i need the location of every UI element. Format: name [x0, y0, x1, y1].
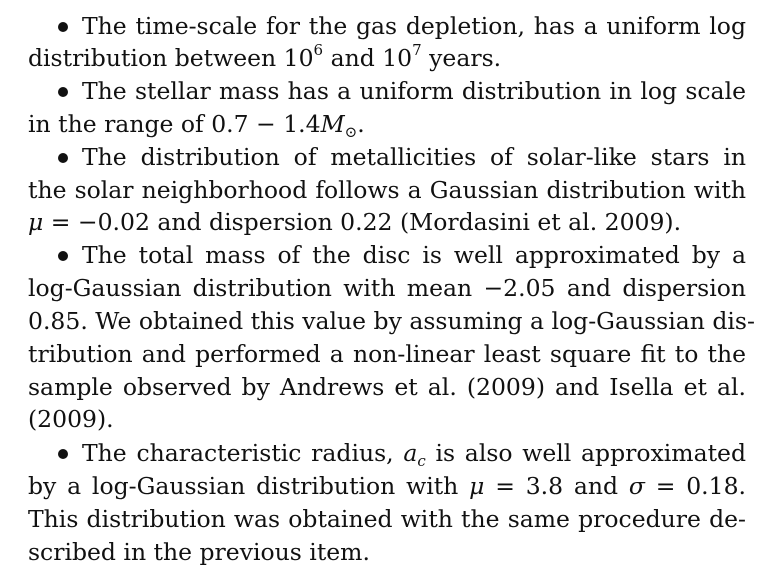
bullet-item-5-line-2: by a log-Gaussian distribution with μ = … — [28, 470, 746, 502]
bullet-icon — [58, 250, 68, 261]
text-span: = 0.18. — [644, 472, 746, 500]
bullet-icon — [58, 21, 68, 32]
text-span: (2009). — [28, 405, 114, 433]
text-span: and 10 — [323, 44, 413, 72]
bullet-item-4-line-1: The total mass of the disc is well appro… — [28, 239, 746, 271]
bullet-icon — [58, 86, 68, 97]
text-span: The total mass of the disc is well appro… — [82, 241, 746, 269]
text-span: 0.85. We obtained this value by assuming… — [28, 307, 755, 335]
text-span: scribed in the previous item. — [28, 538, 370, 566]
bullet-item-4-line-2: log-Gaussian distribution with mean −2.0… — [28, 272, 746, 304]
text-span: = −0.02 and dispersion 0.22 (Mordasini e… — [43, 208, 682, 236]
text-span: The characteristic radius, — [82, 439, 404, 467]
text-span: This distribution was obtained with the … — [28, 505, 746, 533]
math-symbol: σ — [628, 472, 645, 500]
text-span: tribution and performed a non-linear lea… — [28, 340, 746, 368]
bullet-item-1-line-2: distribution between 106 and 107 years. — [28, 42, 501, 74]
bullet-item-5-line-3: This distribution was obtained with the … — [28, 503, 746, 535]
bullet-item-4-line-5: sample observed by Andrews et al. (2009)… — [28, 371, 746, 403]
text-span: years. — [421, 44, 502, 72]
text-span: the solar neighborhood follows a Gaussia… — [28, 176, 746, 204]
bullet-item-2-line-1: The stellar mass has a uniform distribut… — [28, 75, 746, 107]
text-span: The stellar mass has a uniform distribut… — [82, 77, 746, 105]
bullet-item-1-line-1: The time-scale for the gas depletion, ha… — [28, 10, 746, 42]
superscript: 7 — [412, 41, 422, 59]
bullet-item-4-line-3: 0.85. We obtained this value by assuming… — [28, 305, 755, 337]
text-span: is also well approximated — [425, 439, 747, 467]
bullet-item-5-line-1: The characteristic radius, ac is also we… — [28, 437, 746, 469]
bullet-icon — [58, 152, 68, 163]
text-span: in the range of 0.7 − 1.4 — [28, 110, 321, 138]
bullet-item-2-line-2: in the range of 0.7 − 1.4M⊙. — [28, 108, 365, 140]
bullet-item-3-line-1: The distribution of metallicities of sol… — [28, 141, 746, 173]
math-symbol: μ — [28, 208, 44, 236]
text-span: = 3.8 and — [484, 472, 629, 500]
bullet-item-3-line-3: μ = −0.02 and dispersion 0.22 (Mordasini… — [28, 206, 681, 238]
text-span: log-Gaussian distribution with mean −2.0… — [28, 274, 746, 302]
bullet-item-4-line-6: (2009). — [28, 403, 114, 435]
bullet-item-5-line-4: scribed in the previous item. — [28, 536, 370, 568]
bullet-item-3-line-2: the solar neighborhood follows a Gaussia… — [28, 174, 746, 206]
superscript: 6 — [313, 41, 324, 59]
math-subscript: c — [417, 452, 426, 470]
math-symbol: μ — [469, 472, 485, 500]
math-symbol: M — [320, 110, 345, 138]
solar-subscript: ⊙ — [344, 123, 358, 141]
bullet-item-4-line-4: tribution and performed a non-linear lea… — [28, 338, 746, 370]
text-span: by a log-Gaussian distribution with — [28, 472, 470, 500]
text-span: sample observed by Andrews et al. (2009)… — [28, 373, 746, 401]
bullet-icon — [58, 448, 68, 459]
text-span: . — [357, 110, 365, 138]
math-symbol: a — [403, 439, 418, 467]
text-span: The time-scale for the gas depletion, ha… — [82, 12, 746, 40]
text-span: distribution between 10 — [28, 44, 314, 72]
text-span: The distribution of metallicities of sol… — [82, 143, 746, 171]
